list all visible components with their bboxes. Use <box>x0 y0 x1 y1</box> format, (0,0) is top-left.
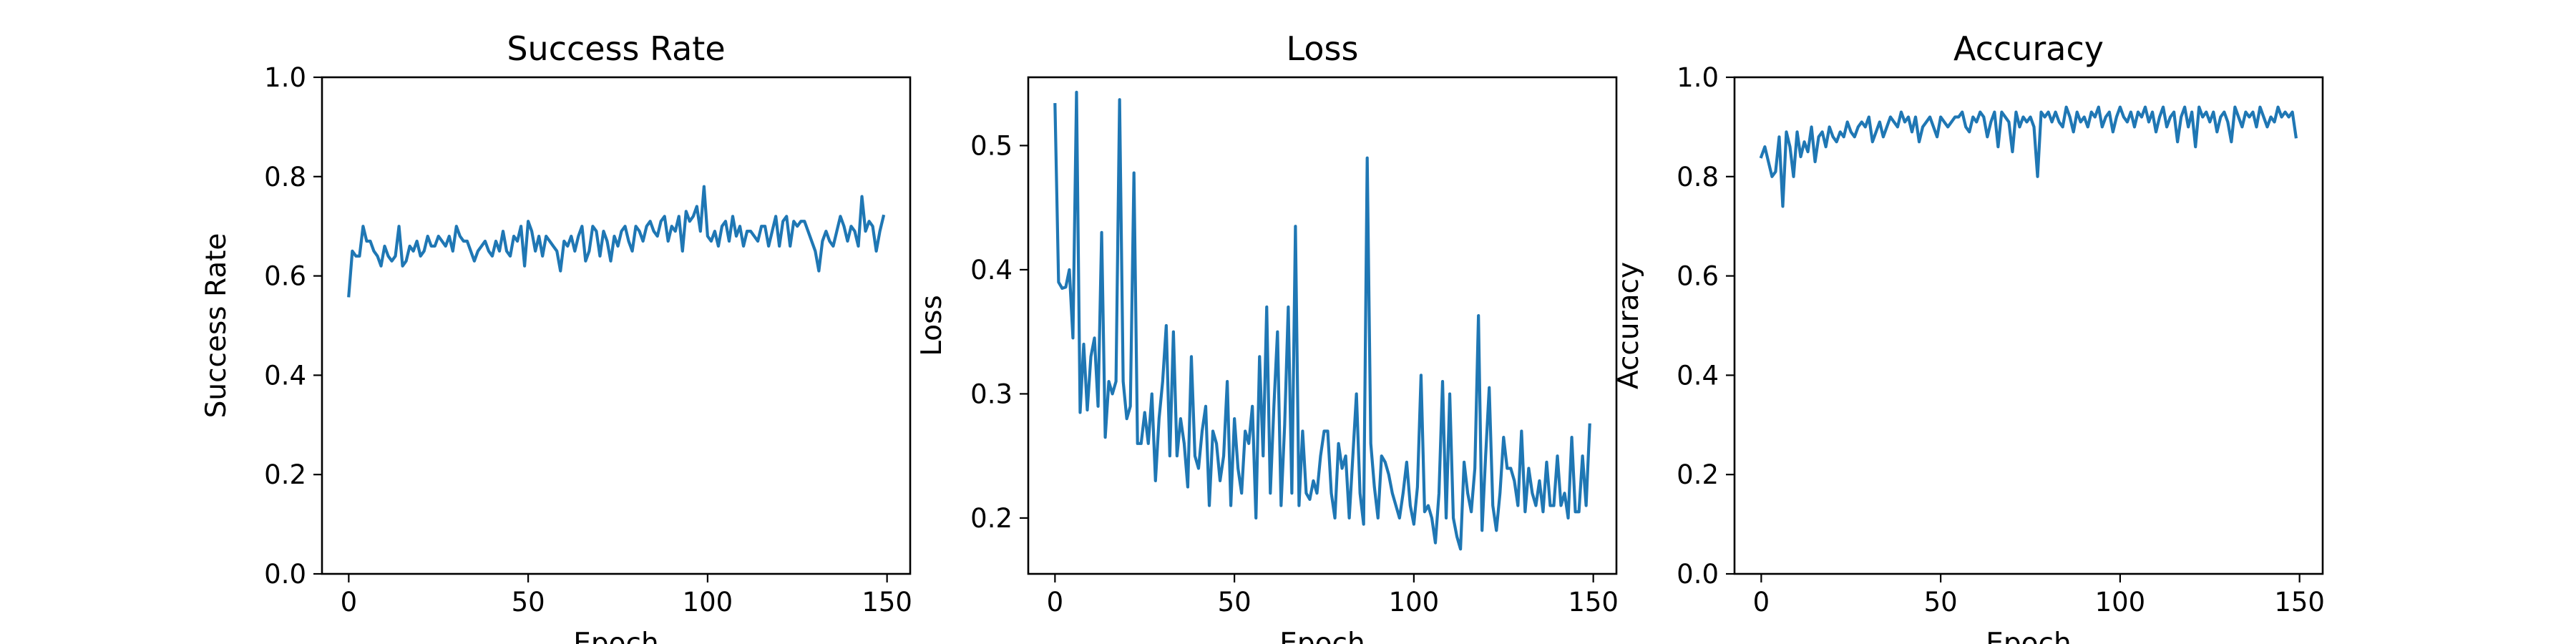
x-tick-label: 0 <box>1753 587 1770 618</box>
x-tick-label: 100 <box>683 587 733 618</box>
y-axis-label: Loss <box>916 295 948 356</box>
chart-title: Loss <box>1287 29 1359 68</box>
chart-title: Success Rate <box>507 29 725 68</box>
y-tick-label: 0.5 <box>970 130 1013 161</box>
x-tick-label: 0 <box>341 587 358 618</box>
y-tick-label: 0.2 <box>1677 459 1719 490</box>
subplot-loss: 0 50 100 150 0.2 0.3 0.4 0.5 Loss Epoch Loss <box>916 29 1619 644</box>
subplot-success-rate: 0 50 100 150 0.0 0.2 0.4 0.6 0.8 1.0 Success Rate E… <box>200 29 912 644</box>
y-axis-label: Accuracy <box>1613 262 1645 389</box>
series-line <box>347 185 886 298</box>
y-tick-label: 0.4 <box>264 360 306 391</box>
x-axis-label: Epoch <box>1986 628 2071 644</box>
y-tick-label: 1.0 <box>1677 62 1719 93</box>
y-tick-label: 0.3 <box>970 379 1013 409</box>
x-tick-label: 50 <box>1924 587 1958 618</box>
y-tick-label: 0.0 <box>1677 559 1719 590</box>
series-line <box>1759 105 2298 208</box>
x-tick-label: 50 <box>1218 587 1252 618</box>
y-tick-label: 0.4 <box>970 255 1013 286</box>
axes-frame <box>1733 76 2324 575</box>
y-axis-label: Success Rate <box>200 233 233 419</box>
x-tick-label: 150 <box>2274 587 2325 618</box>
y-tick-label: 0.0 <box>264 559 306 590</box>
x-tick-label: 150 <box>1568 587 1619 618</box>
y-tick-label: 0.8 <box>264 162 306 192</box>
chart-title: Accuracy <box>1953 29 2104 68</box>
y-tick-label: 0.8 <box>1677 162 1719 192</box>
axes-frame <box>321 76 912 575</box>
subplot-accuracy: 0 50 100 150 0.0 0.2 0.4 0.6 0.8 1.0 Accuracy Epoch… <box>1613 29 2325 644</box>
y-tick-label: 0.2 <box>970 503 1013 534</box>
x-tick-label: 100 <box>2095 587 2146 618</box>
y-tick-label: 0.6 <box>264 261 306 292</box>
y-tick-label: 0.4 <box>1677 360 1719 391</box>
series-line <box>1053 90 1591 551</box>
x-tick-label: 50 <box>512 587 545 618</box>
x-tick-label: 100 <box>1389 587 1440 618</box>
axes-frame <box>1027 76 1618 575</box>
x-tick-label: 0 <box>1047 587 1064 618</box>
x-axis-label: Epoch <box>573 628 658 644</box>
y-tick-label: 0.2 <box>264 459 306 490</box>
y-tick-label: 1.0 <box>264 62 306 93</box>
y-tick-label: 0.6 <box>1677 261 1719 292</box>
x-axis-label: Epoch <box>1279 628 1365 644</box>
x-tick-label: 150 <box>862 587 912 618</box>
